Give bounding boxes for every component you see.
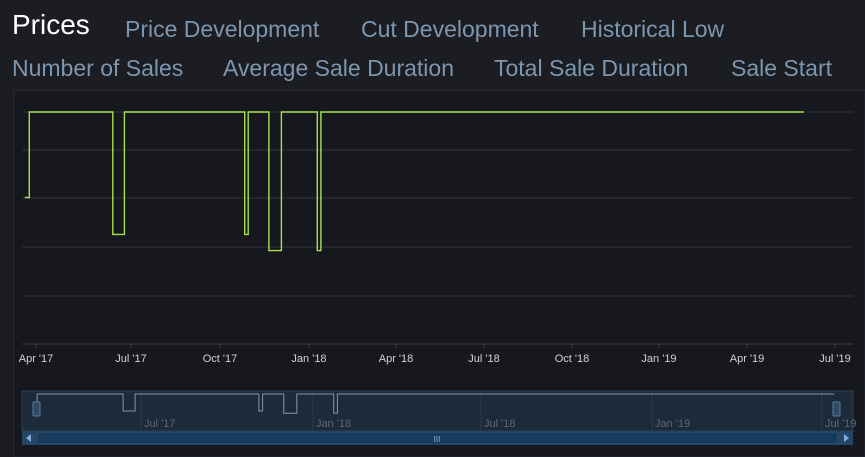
tab-number-of-sales[interactable]: Number of Sales — [12, 55, 184, 81]
navigator-tick-label: Jul '19 — [825, 418, 856, 430]
scrollbar-thumb[interactable] — [36, 431, 839, 445]
arrow-left-icon — [26, 434, 31, 442]
navigator-tick-label: Jan '19 — [655, 418, 690, 430]
navigator-series-line — [32, 393, 835, 414]
tab-historical-low[interactable]: Historical Low — [581, 16, 725, 42]
x-tick-label: Jan '19 — [641, 353, 676, 365]
x-tick-label: Apr '17 — [19, 353, 54, 365]
x-tick-label: Apr '19 — [730, 353, 765, 365]
navigator-window[interactable] — [21, 390, 854, 432]
tab-prices[interactable]: Prices — [12, 9, 90, 40]
x-tick-label: Oct '18 — [555, 353, 590, 365]
x-axis-ticks: Apr '17 Jul '17 Oct '17 Jan '18 Apr '18 Jul '… — [19, 344, 851, 365]
navigator[interactable]: Jul '17 Jan '18 Jul '18 Jan '19 Jul '19 — [21, 390, 856, 432]
tab-total-sale-duration[interactable]: Total Sale Duration — [494, 55, 689, 81]
navigator-grid — [140, 392, 823, 430]
x-tick-label: Jul '17 — [115, 353, 146, 365]
price-series-line — [24, 111, 804, 252]
navigator-left-handle[interactable] — [32, 401, 41, 417]
navigator-tick-label: Jul '18 — [484, 418, 515, 430]
x-tick-label: Apr '18 — [379, 353, 414, 365]
arrow-right-icon — [844, 434, 849, 442]
x-tick-label: Jul '18 — [468, 353, 499, 365]
tab-average-sale-duration[interactable]: Average Sale Duration — [223, 55, 454, 81]
navigator-right-handle[interactable] — [832, 401, 841, 417]
scrollbar[interactable]: III — [22, 431, 853, 445]
tab-sale-start[interactable]: Sale Start — [731, 55, 832, 81]
navigator-tick-label: Jul '17 — [144, 418, 175, 430]
tab-price-development[interactable]: Price Development — [125, 16, 320, 42]
navigator-labels: Jul '17 Jan '18 Jul '18 Jan '19 Jul '19 — [144, 418, 856, 430]
x-tick-label: Jan '18 — [291, 353, 326, 365]
x-tick-label: Jul '19 — [819, 353, 850, 365]
navigator-tick-label: Jan '18 — [316, 418, 351, 430]
x-tick-label: Oct '17 — [203, 353, 238, 365]
tab-cut-development[interactable]: Cut Development — [361, 16, 539, 42]
scrollbar-grip-icon: III — [434, 435, 441, 444]
